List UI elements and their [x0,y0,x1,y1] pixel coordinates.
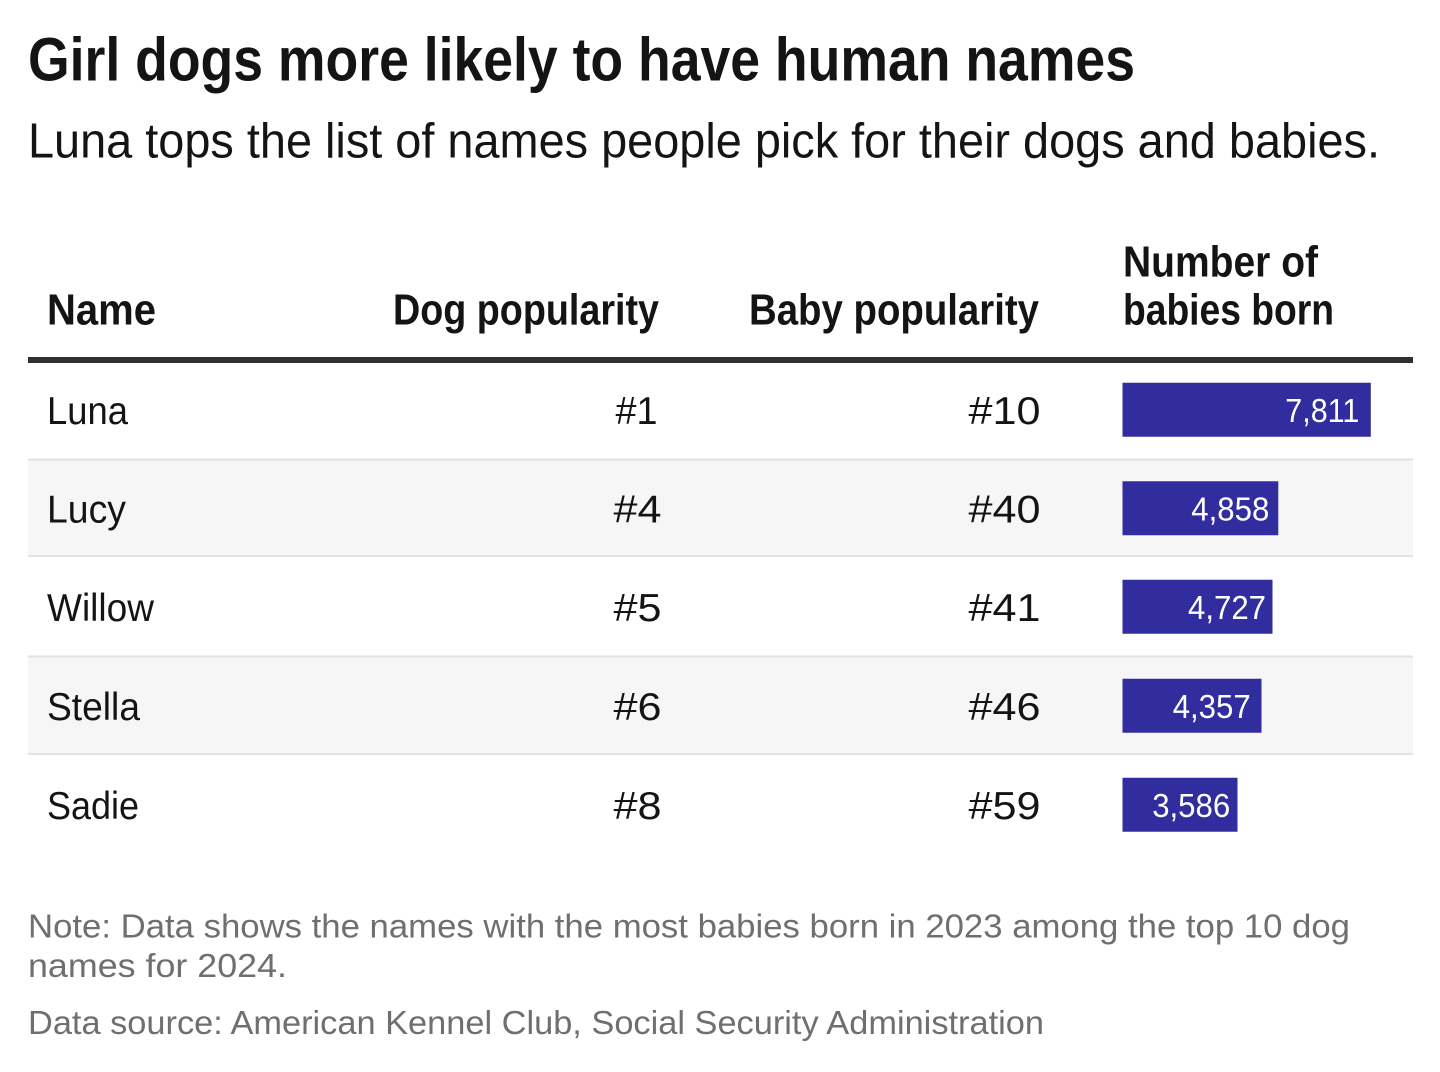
svg-text:Luna: Luna [47,390,128,433]
svg-text:Dog popularity: Dog popularity [393,286,659,335]
svg-text:4,858: 4,858 [1191,491,1269,528]
svg-text:Luna tops the list of names pe: Luna tops the list of names people pick … [28,115,1380,169]
svg-text:#46: #46 [969,686,1041,729]
svg-text:Note: Data shows the names wit: Note: Data shows the names with the most… [28,908,1350,945]
svg-text:#40: #40 [969,489,1041,532]
svg-text:7,811: 7,811 [1285,392,1359,429]
svg-text:Sadie: Sadie [47,785,139,828]
svg-text:Girl dogs more likely to have: Girl dogs more likely to have human name… [28,26,1135,94]
svg-text:3,586: 3,586 [1152,787,1230,824]
svg-text:Lucy: Lucy [47,489,126,532]
svg-text:#6: #6 [614,686,662,729]
svg-text:Name: Name [47,286,156,335]
svg-text:#10: #10 [969,390,1041,433]
svg-text:Stella: Stella [47,686,140,729]
svg-text:#1: #1 [616,390,658,433]
svg-text:#59: #59 [969,785,1041,828]
svg-text:4,357: 4,357 [1173,688,1251,725]
svg-text:Data source: American Kennel C: Data source: American Kennel Club, Socia… [28,1004,1044,1041]
svg-text:names for 2024.: names for 2024. [28,947,287,984]
svg-text:Baby popularity: Baby popularity [749,286,1039,335]
svg-text:#8: #8 [614,785,662,828]
svg-text:#41: #41 [969,587,1041,630]
svg-text:Number of: Number of [1123,238,1318,287]
svg-text:Willow: Willow [47,587,155,630]
svg-text:#4: #4 [614,489,662,532]
svg-text:babies born: babies born [1123,286,1334,335]
svg-text:#5: #5 [614,587,662,630]
svg-text:4,727: 4,727 [1188,589,1266,626]
